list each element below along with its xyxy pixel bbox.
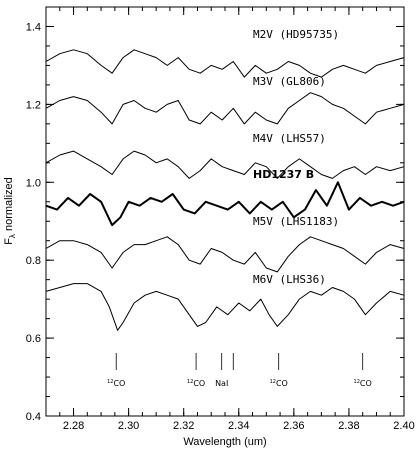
marker-species: CO: [113, 379, 125, 388]
series-group: [45, 49, 405, 331]
series-line: [45, 92, 405, 125]
y-axis-label-main: F: [3, 238, 15, 245]
x-tick-label: 2.38: [338, 420, 359, 432]
marker-species: NaI: [215, 379, 228, 388]
y-axis-label-rest: normalized: [3, 177, 15, 234]
y-tick-label: 0.4: [26, 411, 41, 423]
y-tick-label: 0.6: [26, 333, 41, 345]
series-label: HD1237 B: [253, 168, 314, 181]
line-marker-label: 12CO: [354, 379, 372, 388]
line-marker-label: 12CO: [270, 379, 288, 388]
series-line: [45, 181, 405, 227]
series-labels: M2V (HD95735) M3V (GL806) M4V (LHS57) HD123…: [253, 28, 339, 286]
line-marker-label: NaI: [215, 379, 228, 388]
x-tick-label: 2.40: [393, 420, 414, 432]
line-marker-label: 12CO: [187, 379, 205, 388]
line-markers: 12CO 12CO NaI 12CO 12CO: [107, 353, 372, 388]
x-tick-label: 2.28: [63, 420, 84, 432]
y-axis-label-sub: λ: [8, 234, 17, 238]
x-tick-label: 2.30: [118, 420, 139, 432]
series-label: M6V (LHS36): [253, 273, 326, 286]
series-line: [45, 49, 405, 78]
series-line: [45, 283, 405, 331]
axis-ticks: 2.28 2.30 2.32 2.34 2.36 2.38 2.40 0.4 0.6 0.8 1.0…: [26, 6, 415, 432]
y-tick-label: 1.0: [26, 177, 41, 189]
y-tick-label: 1.2: [26, 99, 41, 111]
series-label: M3V (GL806): [253, 75, 326, 88]
x-tick-label: 2.32: [173, 420, 194, 432]
y-tick-label: 1.4: [26, 21, 41, 33]
series-line: [45, 150, 405, 179]
series-label: M5V (LHS1183): [253, 215, 339, 228]
marker-species: CO: [193, 379, 205, 388]
series-label: M2V (HD95735): [253, 28, 339, 41]
marker-isotope: 12: [187, 379, 193, 385]
x-tick-label: 2.34: [228, 420, 249, 432]
series-label: M4V (LHS57): [253, 132, 326, 145]
marker-species: CO: [276, 379, 288, 388]
y-axis-label: Fλ normalized: [3, 177, 17, 245]
marker-isotope: 12: [107, 379, 113, 385]
marker-species: CO: [360, 379, 372, 388]
line-marker-label: 12CO: [107, 379, 125, 388]
series-line: [45, 236, 405, 273]
y-tick-label: 0.8: [26, 255, 41, 267]
x-axis-label: Wavelength (um): [183, 436, 266, 448]
x-tick-label: 2.36: [283, 420, 304, 432]
marker-isotope: 12: [270, 379, 276, 385]
marker-isotope: 12: [354, 379, 360, 385]
